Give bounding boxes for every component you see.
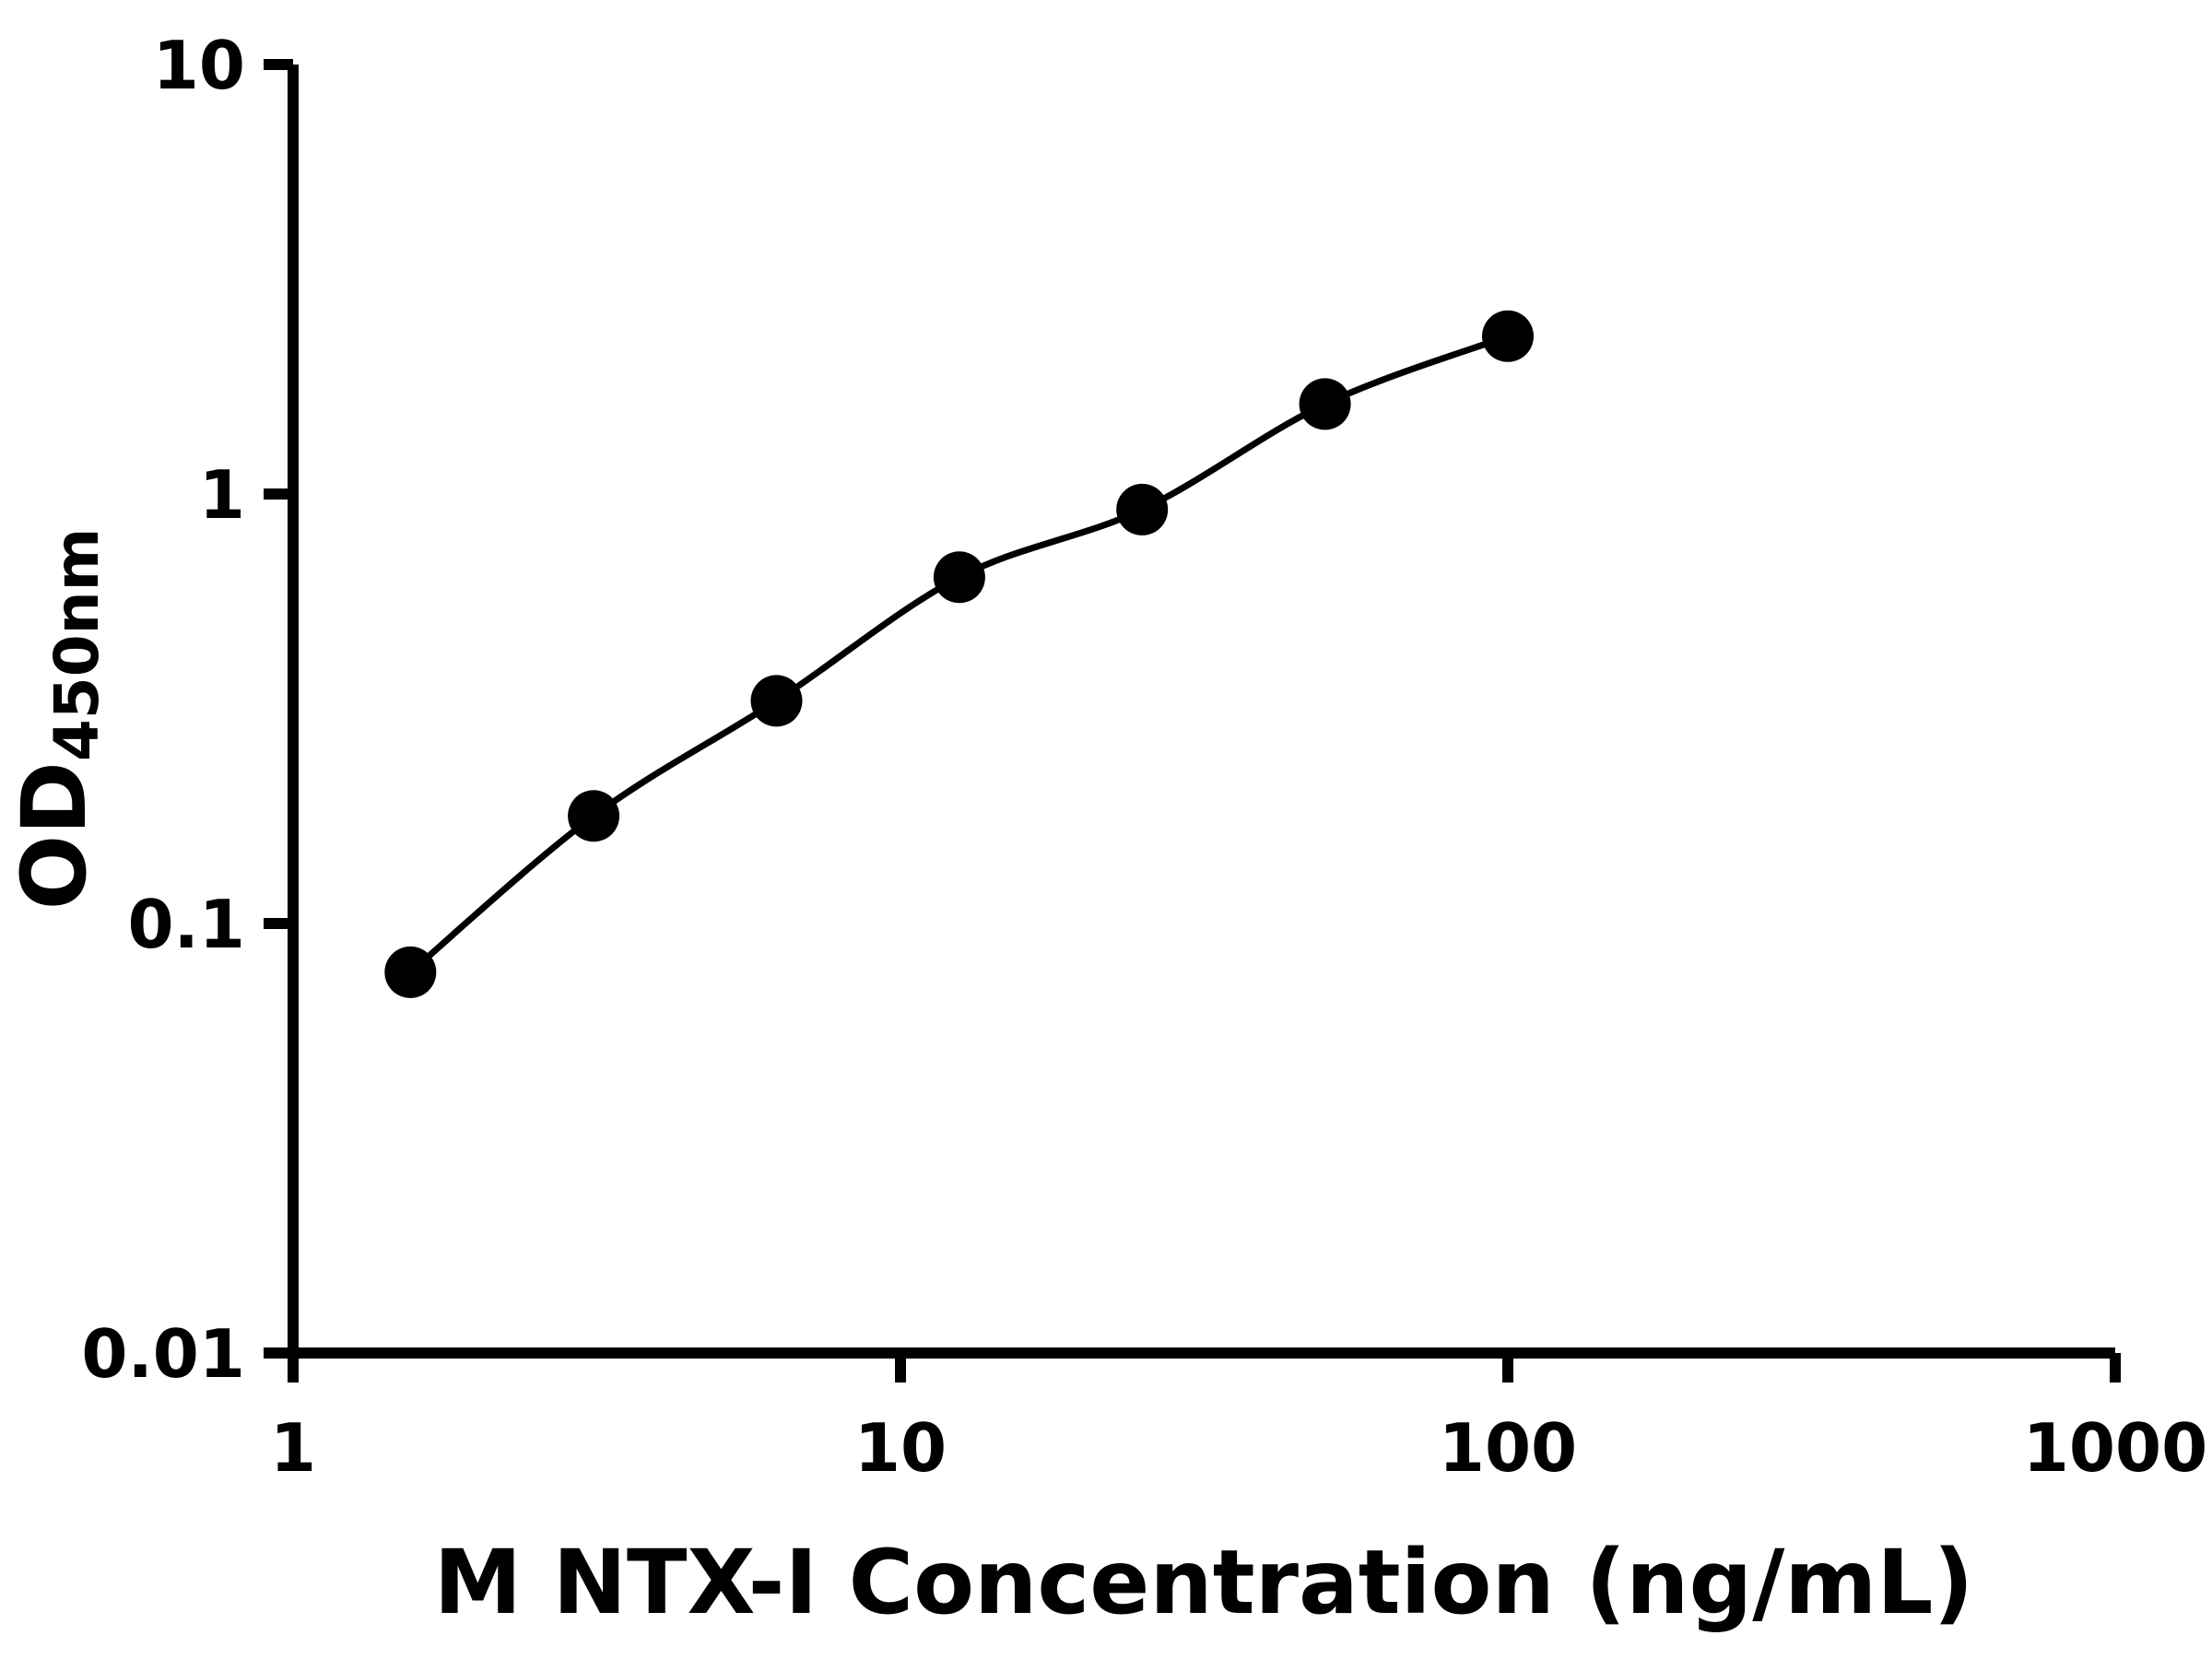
axis-spines [288, 65, 2115, 1359]
y-tick-label: 1 [199, 456, 245, 534]
data-point-marker [933, 551, 985, 604]
y-axis-label: OD450nm [3, 528, 112, 911]
x-tick-label: 1 [270, 1409, 316, 1487]
data-point-marker [1116, 483, 1169, 535]
y-tick-label: 0.1 [127, 886, 245, 963]
y-tick-label: 10 [153, 27, 245, 104]
axis-spine [288, 65, 2115, 1359]
y-axis-label-main: OD [3, 761, 106, 910]
axis-tick-labels: 1 10 100 1000 0.01 0.1 1 10 [81, 27, 2207, 1487]
x-axis-label: M NTX-I Concentration (ng/mL) [434, 1531, 1974, 1634]
axis-ticks [264, 59, 2121, 1382]
y-tick-label: 0.01 [81, 1315, 245, 1393]
data-points [384, 310, 1534, 998]
data-point-marker [1482, 310, 1534, 362]
data-point-marker [568, 790, 620, 842]
data-point-marker [384, 946, 437, 998]
data-point-marker [750, 675, 803, 727]
data-point-marker [1299, 378, 1351, 430]
x-tick-label: 10 [854, 1409, 947, 1487]
fit-curve [408, 333, 1510, 975]
y-axis-label-sub: 450nm [41, 528, 112, 762]
x-tick-label: 100 [1439, 1409, 1577, 1487]
x-tick-label: 1000 [2023, 1409, 2207, 1487]
